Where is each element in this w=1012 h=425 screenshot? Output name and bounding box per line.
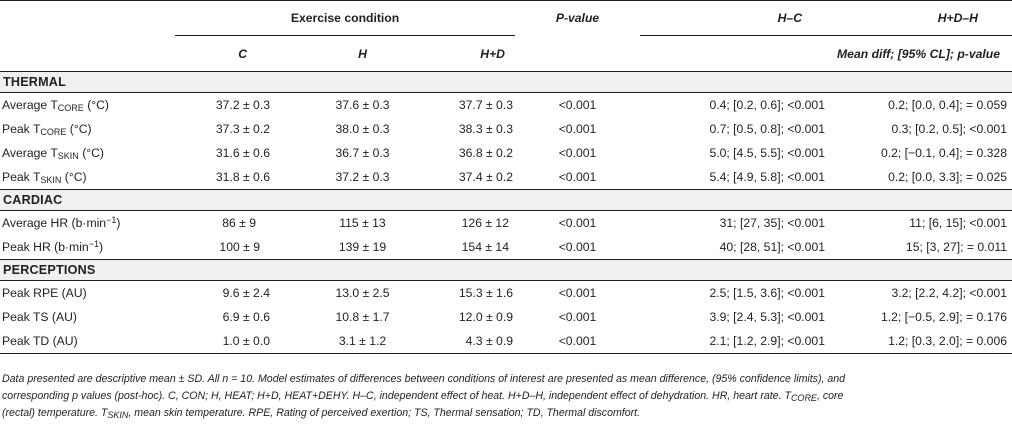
cell-hdh: 15; [3, 27]; = 0.011 xyxy=(905,240,1007,254)
table-row: Peak TSKIN (°C) 31.8 ± 0.6 37.2 ± 0.3 37… xyxy=(0,165,1012,190)
row-label: Average TCORE (°C) xyxy=(2,98,109,113)
footnote-line-2: corresponding p values (post-hoc). C, CO… xyxy=(2,390,844,403)
cell-hd: 126 ± 12 xyxy=(461,216,509,230)
cell-h: 3.1 ± 1.2 xyxy=(275,329,410,354)
cell-hc: 2.5; [1.5, 3.6]; <0.001 xyxy=(709,286,825,300)
col-c-header: C xyxy=(238,46,247,61)
cell-hdh: 1.2; [0.3, 2.0]; = 0.006 xyxy=(830,329,1012,354)
row-label: Peak HR (b·min−1) xyxy=(2,239,104,255)
cell-c: 100 ± 9 xyxy=(219,240,260,254)
h-c-header: H–C xyxy=(640,0,830,36)
table-row: Peak TD (AU) 1.0 ± 0.0 3.1 ± 1.2 4.3 ± 0… xyxy=(0,329,1012,354)
cell-p: <0.001 xyxy=(558,146,597,160)
cell-h: 38.0 ± 0.3 xyxy=(335,122,390,136)
cell-hc: 5.4; [4.9, 5.8]; <0.001 xyxy=(709,170,825,184)
cell-c: 9.6 ± 2.4 xyxy=(222,286,270,300)
row-label: Peak TCORE (°C) xyxy=(2,122,92,137)
section-perceptions: PERCEPTIONS xyxy=(0,259,1012,281)
cell-hdh: 1.2; [−0.5, 2.9]; = 0.176 xyxy=(880,310,1007,324)
cell-hd: 12.0 ± 0.9 xyxy=(458,310,513,324)
p-value-header: P-value xyxy=(515,0,640,36)
h-d-h-header: H+D–H xyxy=(830,0,1012,36)
cell-hc: 2.1; [1.2, 2.9]; <0.001 xyxy=(640,329,830,354)
cell-h: 37.6 ± 0.3 xyxy=(335,98,390,112)
table-row: Average HR (b·min−1) 86 ± 9 115 ± 13 126… xyxy=(0,211,1012,236)
cell-hd: 154 ± 14 xyxy=(461,240,509,254)
cell-p: <0.001 xyxy=(558,216,597,230)
cell-c: 31.8 ± 0.6 xyxy=(215,170,270,184)
cell-hd: 4.3 ± 0.9 xyxy=(410,329,515,354)
cell-hd: 38.3 ± 0.3 xyxy=(458,122,513,136)
cell-h: 115 ± 13 xyxy=(339,216,386,230)
cell-h: 10.8 ± 1.7 xyxy=(335,310,390,324)
row-label: Peak TD (AU) xyxy=(0,329,175,354)
row-label: Average HR (b·min−1) xyxy=(2,215,121,231)
table-row: Peak TCORE (°C) 37.3 ± 0.2 38.0 ± 0.3 38… xyxy=(0,117,1012,141)
cell-h: 37.2 ± 0.3 xyxy=(335,170,390,184)
cell-hc: 3.9; [2.4, 5.3]; <0.001 xyxy=(709,310,825,324)
cell-c: 1.0 ± 0.0 xyxy=(175,329,275,354)
cell-hdh: 0.2; [0.0, 0.4]; = 0.059 xyxy=(888,98,1007,112)
cell-hdh: 3.2; [2.2, 4.2]; <0.001 xyxy=(891,286,1007,300)
cell-p: <0.001 xyxy=(515,329,640,354)
cell-p: <0.001 xyxy=(558,240,597,254)
results-table: Exercise condition P-value H–C H+D–H C H… xyxy=(0,0,1012,354)
cell-c: 37.2 ± 0.3 xyxy=(215,98,270,112)
cell-hdh: 0.2; [0.0, 3.3]; = 0.025 xyxy=(888,170,1007,184)
table-row: Average TCORE (°C) 37.2 ± 0.3 37.6 ± 0.3… xyxy=(0,93,1012,118)
header-row-1: Exercise condition P-value H–C H+D–H xyxy=(0,0,1012,36)
cell-p: <0.001 xyxy=(558,98,597,112)
cell-h: 36.7 ± 0.3 xyxy=(335,146,390,160)
section-cardiac: CARDIAC xyxy=(0,189,1012,211)
row-label: Peak TSKIN (°C) xyxy=(2,170,87,185)
cell-hd: 15.3 ± 1.6 xyxy=(458,286,513,300)
footnote-line-3: (rectal) temperature. TSKIN, mean skin t… xyxy=(2,407,641,420)
exercise-condition-header: Exercise condition xyxy=(175,0,515,36)
row-label: Peak RPE (AU) xyxy=(2,286,87,300)
cell-hd: 37.7 ± 0.3 xyxy=(458,98,513,112)
cell-hc: 5.0; [4.5, 5.5]; <0.001 xyxy=(709,146,825,160)
cell-hdh: 11; [6, 15]; <0.001 xyxy=(909,216,1007,230)
table-row: Peak HR (b·min−1) 100 ± 9 139 ± 19 154 ±… xyxy=(0,235,1012,260)
table-footnote: Data presented are descriptive mean ± SD… xyxy=(2,371,1007,422)
table-row: Average TSKIN (°C) 31.6 ± 0.6 36.7 ± 0.3… xyxy=(0,141,1012,165)
cell-c: 6.9 ± 0.6 xyxy=(222,310,270,324)
cell-hc: 0.4; [0.2, 0.6]; <0.001 xyxy=(709,98,825,112)
cell-hc: 31; [27, 35]; <0.001 xyxy=(719,216,825,230)
table-row: Peak RPE (AU) 9.6 ± 2.4 13.0 ± 2.5 15.3 … xyxy=(0,281,1012,306)
cell-p: <0.001 xyxy=(558,310,597,324)
cell-h: 139 ± 19 xyxy=(338,240,387,254)
section-thermal: THERMAL xyxy=(0,71,1012,93)
mean-diff-header: Mean diff; [95% CL]; p-value xyxy=(837,46,1000,61)
row-label: Peak TS (AU) xyxy=(2,310,77,324)
cell-p: <0.001 xyxy=(558,170,597,184)
header-row-2: C H H+D Mean diff; [95% CL]; p-value xyxy=(0,36,1012,72)
footnote-line-1: Data presented are descriptive mean ± SD… xyxy=(2,373,846,385)
cell-p: <0.001 xyxy=(558,286,597,300)
row-label: Average TSKIN (°C) xyxy=(2,146,104,161)
col-hd-header: H+D xyxy=(480,46,505,61)
cell-c: 86 ± 9 xyxy=(222,216,256,230)
cell-hd: 37.4 ± 0.2 xyxy=(458,170,513,184)
cell-hd: 36.8 ± 0.2 xyxy=(458,146,513,160)
cell-c: 31.6 ± 0.6 xyxy=(215,146,270,160)
table-row: Peak TS (AU) 6.9 ± 0.6 10.8 ± 1.7 12.0 ±… xyxy=(0,305,1012,329)
cell-hdh: 0.2; [−0.1, 0.4]; = 0.328 xyxy=(880,146,1007,160)
cell-hdh: 0.3; [0.2, 0.5]; <0.001 xyxy=(891,122,1007,136)
cell-h: 13.0 ± 2.5 xyxy=(335,286,390,300)
cell-c: 37.3 ± 0.2 xyxy=(215,122,270,136)
cell-hc: 40; [28, 51]; <0.001 xyxy=(719,240,825,254)
cell-hc: 0.7; [0.5, 0.8]; <0.001 xyxy=(709,122,825,136)
col-h-header: H xyxy=(358,46,367,61)
cell-p: <0.001 xyxy=(558,122,597,136)
